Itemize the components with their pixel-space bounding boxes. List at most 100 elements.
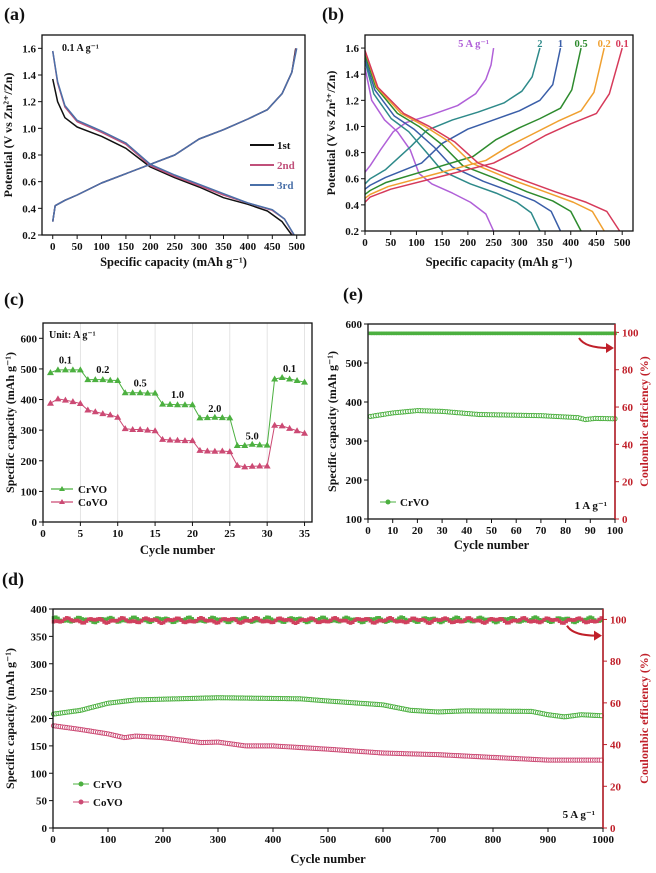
ce-point-CoVOCE [584,620,588,625]
ce-point-CoVOCE [152,617,157,622]
data-point-CrVO [211,413,219,420]
x-tick-label: 0 [50,834,56,846]
ce-point-CoVOCE [432,618,436,622]
x-tick-label: 200 [155,834,172,846]
ce-point-CrVOCE [499,331,504,336]
ce-point-CrVOCE [425,331,430,336]
data-point-CrVO [91,376,99,383]
ce-point-CrVOCE [465,618,469,623]
ce-point-CoVOCE [394,619,399,624]
ce-point-CrVOCE [56,616,60,621]
panel-label: (b) [322,4,344,25]
ce-point-CoVOCE [524,617,529,622]
y-tick-label: 400 [346,397,363,409]
ce-point-CoVOCE [100,618,104,622]
data-point-CrVO [256,441,264,448]
ce-point-CoVOCE [278,616,282,621]
ce-point-CrVOCE [170,620,175,625]
ce-point-CrVOCE [254,618,258,623]
y-tick-label: 1.4 [345,69,359,81]
ce-point-CrVOCE [106,616,111,621]
ce-point-CrVOCE [108,615,113,620]
ce-point-CrVOCE [598,331,602,336]
ce-point-CoVOCE [284,618,289,622]
ce-point-CrVOCE [506,331,511,336]
ce-point-CrVOCE [608,331,612,336]
ce-point-CoVOCE [210,618,214,623]
y-tick-label: 250 [31,686,48,698]
y2-tick-label: 60 [610,698,622,710]
data-point-CrVO [151,389,159,396]
data-point-CrVO [84,376,92,383]
ce-point-CoVOCE [106,620,111,625]
ce-point-CoVOCE [542,617,546,622]
x-tick-label: 15 [150,528,162,540]
ce-point-CrVOCE [401,616,406,620]
ce-point-CoVOCE [410,616,414,621]
ce-point-CoVOCE [223,617,227,621]
ce-point-CoVOCE [408,618,412,622]
ce-point-CrVOCE [298,616,302,621]
ce-point-CoVOCE [493,618,498,622]
ce-point-CoVOCE [480,620,485,625]
ce-point-CrVOCE [438,620,443,625]
x-tick-label: 200 [460,237,477,249]
ce-point-CrVOCE [181,618,186,622]
data-point-CrVO [196,414,204,421]
ce-point-CoVOCE [78,619,82,624]
data-point-CoVO [233,461,241,468]
x-tick-label: 25 [224,528,236,540]
y-tick-label: 0.2 [345,226,359,238]
y-axis-title: Specific capacity (mAh g⁻¹) [3,352,17,493]
ce-point-CoVOCE [328,618,333,623]
ce-point-CrVOCE [183,617,188,621]
ce-point-CoVOCE [203,618,208,623]
discharge-curve-2 [364,60,541,232]
data-point-CrVO [121,389,129,396]
data-point-CoVO [121,425,129,432]
ce-point-CrVOCE [595,331,600,336]
ce-point-CrVOCE [559,617,564,621]
ce-point-CrVOCE [199,618,203,623]
ce-point-CrVOCE [469,331,474,336]
ce-point-CrVOCE [546,619,551,624]
ce-point-CoVOCE [251,617,256,621]
ce-point-CoVOCE [425,620,430,625]
ce-point-CrVOCE [467,331,472,336]
current-density-label: 1 A g⁻¹ [575,500,607,512]
ce-point-CoVOCE [240,620,245,624]
ce-point-CoVOCE [293,621,298,625]
ce-point-CrVOCE [435,331,439,336]
x-tick-label: 60 [511,525,523,537]
y-tick-label: 0.6 [22,177,36,189]
rate-label: 0.5 [134,378,147,389]
ce-point-CrVOCE [561,331,565,336]
data-point-CrVO [203,414,211,421]
ce-point-CoVOCE [128,619,133,624]
ce-point-CoVOCE [155,618,159,623]
ce-point-CoVOCE [269,620,274,625]
ce-point-CoVOCE [218,618,223,623]
ce-point-CoVOCE [91,617,95,622]
ce-point-CrVOCE [137,618,142,623]
ce-point-CoVOCE [469,617,474,622]
ce-point-CoVOCE [137,620,142,625]
ce-point-CrVOCE [568,331,573,336]
ce-point-CrVOCE [423,616,428,620]
ce-point-CrVOCE [588,615,593,620]
ce-point-CrVOCE [492,331,496,336]
ce-point-CrVOCE [548,620,553,625]
ce-point-CoVOCE [350,620,355,625]
y-tick-label: 1.0 [345,121,359,133]
ce-point-CoVOCE [533,619,538,623]
ce-point-CrVOCE [474,331,479,336]
ce-point-CoVOCE [238,621,243,625]
legend-label: CrVO [400,497,430,509]
ce-point-CrVOCE [306,620,311,624]
ce-point-CrVOCE [75,615,80,620]
ce-point-CoVOCE [478,619,483,623]
x-tick-label: 20 [412,525,424,537]
ce-point-CrVOCE [447,331,452,336]
ce-point-CrVOCE [368,331,373,336]
data-point-CoVO [301,429,309,436]
